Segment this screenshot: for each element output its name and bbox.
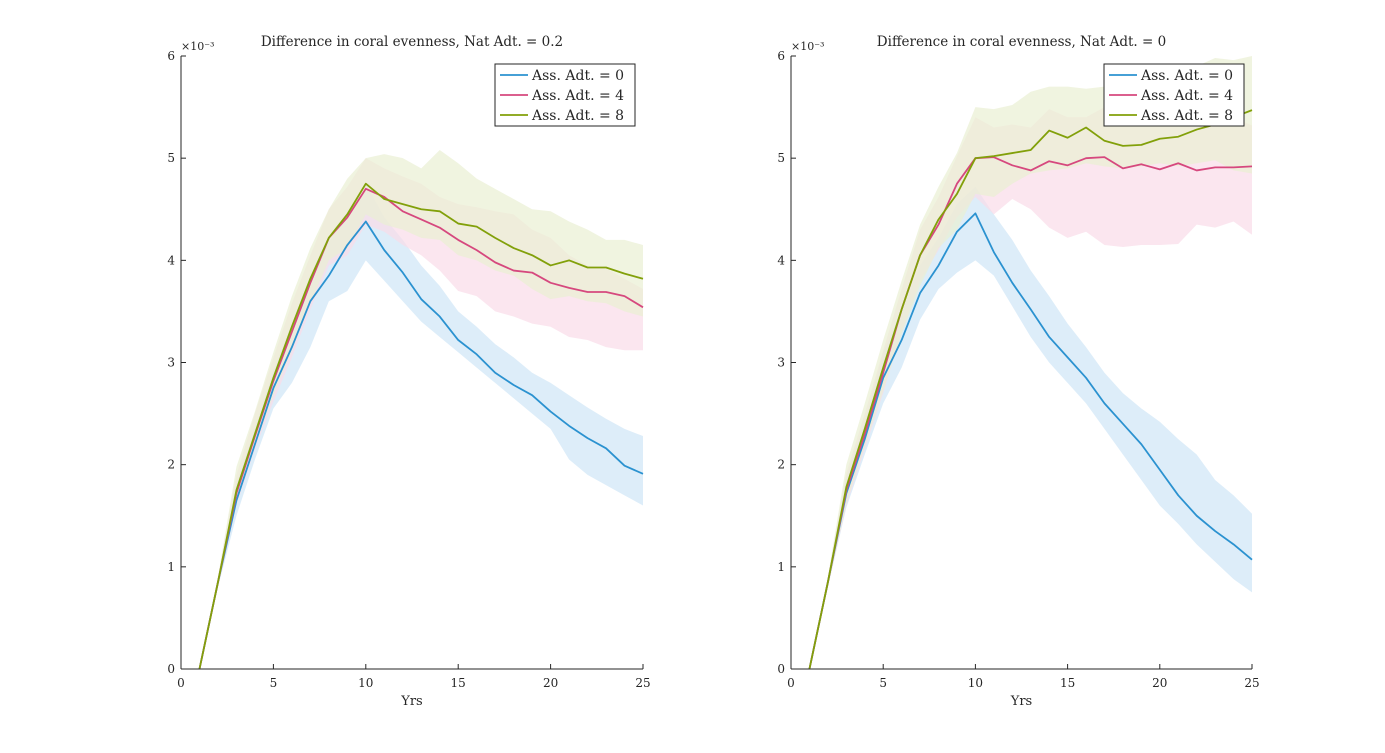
chart-0-title: Difference in coral evenness, Nat Adt. =… — [261, 34, 563, 50]
chart-1-y-tick-label: 3 — [777, 356, 785, 370]
chart-panel-left: 0 5 10 15 20 25 0 1 2 3 4 5 6 ×10⁻³ Difference in cora… — [167, 34, 650, 709]
chart-1-x-tick-label: 5 — [879, 676, 887, 690]
chart-1-legend-label-1: Ass. Adt. = 4 — [1140, 88, 1233, 104]
chart-1-legend: Ass. Adt. = 0 Ass. Adt. = 4 Ass. Adt. = 8 — [1103, 63, 1245, 127]
chart-1-y-tick-label: 2 — [777, 458, 785, 472]
chart-0-x-tick-label: 15 — [451, 676, 466, 690]
chart-1-x-label: Yrs — [1010, 694, 1032, 709]
chart-1-x-tick-label: 20 — [1152, 676, 1167, 690]
chart-1-band-series-2 — [809, 56, 1252, 669]
chart-1-y-tick-label: 1 — [777, 560, 785, 574]
chart-0-line-series-0 — [198, 220, 644, 670]
chart-1-legend-label-0: Ass. Adt. = 0 — [1140, 68, 1233, 84]
chart-1-y-tick-label: 5 — [777, 151, 785, 165]
chart-0-x-tick-label: 0 — [177, 676, 185, 690]
chart-0-x-tick-label: 5 — [270, 676, 278, 690]
chart-1-x-tick-label: 15 — [1060, 676, 1075, 690]
chart-0-y-tick-label: 2 — [167, 458, 175, 472]
chart-1-line-series-1 — [808, 156, 1253, 670]
chart-0-legend-label-2: Ass. Adt. = 8 — [531, 108, 624, 124]
chart-0-x-tick-label: 10 — [358, 676, 373, 690]
chart-0-x-tick-label: 20 — [543, 676, 558, 690]
chart-1-y-tick-label: 6 — [777, 49, 785, 63]
chart-1-x-tick-label: 0 — [787, 676, 795, 690]
chart-0-y-multiplier: ×10⁻³ — [181, 40, 214, 53]
chart-1-line-series-2 — [808, 109, 1253, 670]
chart-0-y-tick-label: 0 — [167, 662, 175, 676]
chart-1-title: Difference in coral evenness, Nat Adt. =… — [877, 34, 1166, 50]
chart-0-y-tick-label: 5 — [167, 151, 175, 165]
chart-0-legend: Ass. Adt. = 0 Ass. Adt. = 4 Ass. Adt. = 8 — [494, 63, 636, 127]
chart-0-y-tick-label: 6 — [167, 49, 175, 63]
chart-1-y-multiplier: ×10⁻³ — [791, 40, 824, 53]
chart-0-x-label: Yrs — [400, 694, 422, 709]
chart-1-x-tick-label: 25 — [1244, 676, 1259, 690]
chart-1-band-series-0 — [809, 186, 1252, 670]
chart-1-legend-label-2: Ass. Adt. = 8 — [1140, 108, 1233, 124]
chart-0-y-tick-label: 4 — [167, 253, 175, 267]
chart-0-line-series-1 — [198, 187, 644, 670]
chart-1-line-series-0 — [808, 212, 1253, 670]
chart-0-y-tick-label: 3 — [167, 356, 175, 370]
chart-1-y-tick-label: 4 — [777, 253, 785, 267]
chart-0-x-tick-label: 25 — [635, 676, 650, 690]
chart-panel-right: 0 5 10 15 20 25 0 1 2 3 4 5 6 ×10⁻³ Difference in cora… — [777, 34, 1259, 709]
chart-1-x-tick-label: 10 — [968, 676, 983, 690]
chart-0-line-series-2 — [198, 182, 644, 670]
chart-0-legend-label-1: Ass. Adt. = 4 — [531, 88, 624, 104]
chart-0-y-tick-label: 1 — [167, 560, 175, 574]
chart-1-y-tick-label: 0 — [777, 662, 785, 676]
chart-0-legend-label-0: Ass. Adt. = 0 — [531, 68, 624, 84]
